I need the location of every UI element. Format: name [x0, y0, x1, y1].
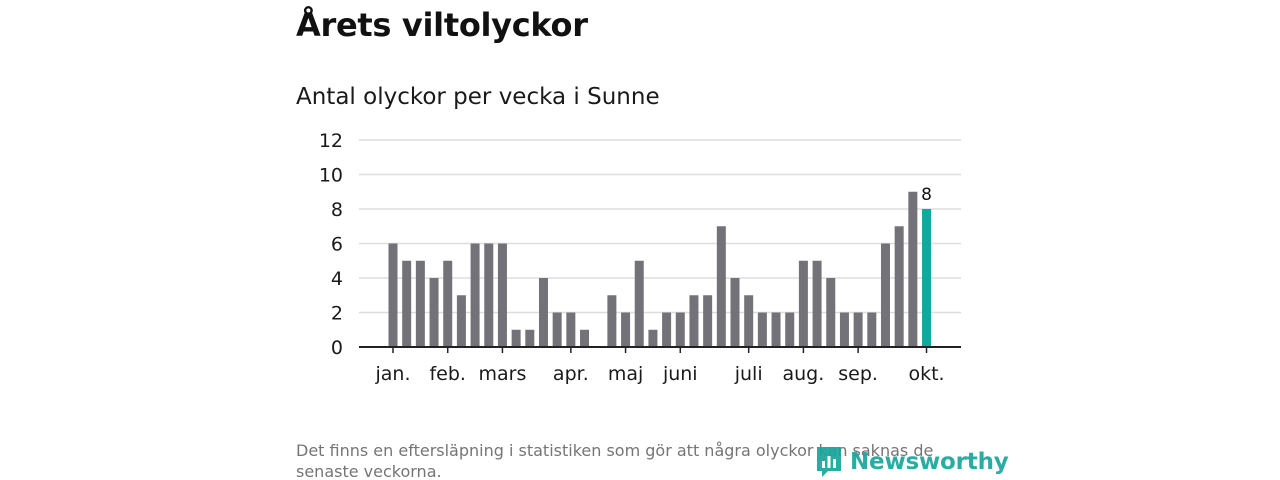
bar	[538, 278, 548, 347]
chart-subtitle: Antal olyckor per vecka i Sunne	[296, 84, 660, 110]
bar	[511, 329, 521, 347]
bar	[402, 260, 412, 347]
bar	[798, 260, 808, 347]
bar	[867, 312, 877, 347]
bar	[757, 312, 767, 347]
bar	[484, 243, 494, 347]
bar	[812, 260, 822, 347]
x-tick-label: juni	[662, 363, 698, 385]
bar	[566, 312, 576, 347]
bar	[880, 243, 890, 347]
x-tick-label: apr.	[553, 363, 589, 385]
bar	[497, 243, 507, 347]
bar	[470, 243, 480, 347]
bar	[525, 329, 535, 347]
y-tick-label: 0	[331, 337, 343, 359]
bar	[648, 329, 658, 347]
bar	[785, 312, 795, 347]
bar-chart: 0 2 4 6 8 10 12 jan. feb. mars apr. maj juni juli aug…	[319, 130, 961, 385]
x-tick-label: mars	[479, 363, 527, 385]
bar	[730, 278, 740, 347]
bar	[716, 226, 726, 347]
bar	[607, 295, 617, 347]
x-tick-label: okt.	[908, 363, 944, 385]
bar	[894, 226, 904, 347]
bar	[429, 278, 439, 347]
bar	[689, 295, 699, 347]
bar	[552, 312, 562, 347]
bar	[703, 295, 713, 347]
y-tick-label: 12	[319, 130, 343, 152]
bar	[634, 260, 644, 347]
data-labels: 8	[921, 185, 932, 205]
x-tick-label: aug.	[783, 363, 825, 385]
bar	[580, 329, 590, 347]
bar-highlight	[922, 209, 932, 347]
bar	[853, 312, 863, 347]
x-axis: jan. feb. mars apr. maj juni juli aug. sep. okt.	[359, 346, 961, 385]
bar	[443, 260, 453, 347]
bar	[771, 312, 781, 347]
x-tick-label: juli	[734, 363, 763, 385]
bar	[388, 243, 398, 347]
newsworthy-logo-icon	[817, 447, 841, 477]
y-tick-label: 10	[319, 165, 343, 187]
bar	[908, 191, 918, 347]
x-tick-label: sep.	[838, 363, 878, 385]
bar	[744, 295, 754, 347]
y-tick-label: 8	[331, 199, 343, 221]
footnote: Det finns en eftersläpning i statistiken…	[296, 441, 934, 480]
data-label: 8	[921, 185, 932, 205]
x-tick-label: maj	[608, 363, 643, 385]
y-tick-label: 6	[331, 234, 343, 256]
bar	[839, 312, 849, 347]
y-axis-ticks: 0 2 4 6 8 10 12	[319, 130, 343, 359]
bar	[415, 260, 425, 347]
logo-text: Newsworthy	[850, 449, 1009, 475]
bar	[675, 312, 685, 347]
y-tick-label: 4	[331, 268, 343, 290]
bars	[388, 191, 932, 347]
x-tick-label: feb.	[429, 363, 465, 385]
bar	[826, 278, 836, 347]
bar	[621, 312, 631, 347]
x-tick-label: jan.	[374, 363, 410, 385]
bar	[456, 295, 466, 347]
newsworthy-logo: Newsworthy	[814, 444, 1009, 480]
page-title: Årets viltolyckor	[296, 6, 588, 44]
y-tick-label: 2	[331, 303, 343, 325]
bar	[662, 312, 672, 347]
